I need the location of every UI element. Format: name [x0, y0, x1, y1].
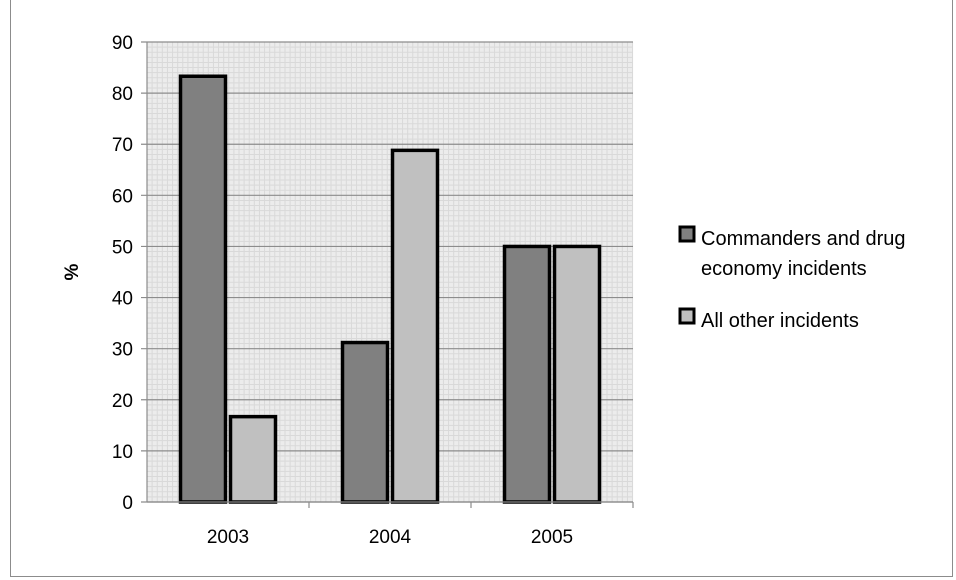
- legend-label-commanders: Commanders and drug: [701, 228, 906, 250]
- bar-chart: 0 10 20 30 40 50 60 70 80 90 2003 2004 2005 % Comman…: [62, 33, 906, 548]
- y-tick-label: 50: [112, 237, 133, 258]
- y-tick-label: 60: [112, 186, 133, 207]
- legend-swatch-commanders: [678, 225, 696, 243]
- bar-other-2004: [390, 148, 440, 504]
- y-tick-label: 30: [112, 340, 133, 361]
- legend-label-other: All other incidents: [701, 310, 859, 332]
- bar-commanders-2005: [502, 244, 552, 504]
- y-tick-label: 0: [122, 493, 133, 514]
- legend-label-commanders: economy incidents: [701, 258, 867, 280]
- y-tick-label: 10: [112, 442, 133, 463]
- y-tick-label: 70: [112, 135, 133, 156]
- y-axis-title: %: [62, 263, 83, 280]
- x-tick-label: 2005: [531, 527, 573, 548]
- legend-swatch-other: [678, 307, 696, 325]
- chart-frame: 0 10 20 30 40 50 60 70 80 90 2003 2004 2005 % Comman…: [10, 0, 953, 577]
- bar-commanders-2003: [178, 74, 228, 504]
- bar-commanders-2004: [340, 340, 390, 504]
- y-tick-label: 20: [112, 391, 133, 412]
- bar-other-2005: [552, 244, 602, 504]
- x-tick-label: 2004: [369, 527, 412, 548]
- bar-other-2003: [228, 414, 278, 504]
- y-tick-label: 80: [112, 84, 133, 105]
- y-tick-label: 90: [112, 33, 133, 54]
- y-tick-label: 40: [112, 289, 133, 310]
- x-tick-label: 2003: [207, 527, 249, 548]
